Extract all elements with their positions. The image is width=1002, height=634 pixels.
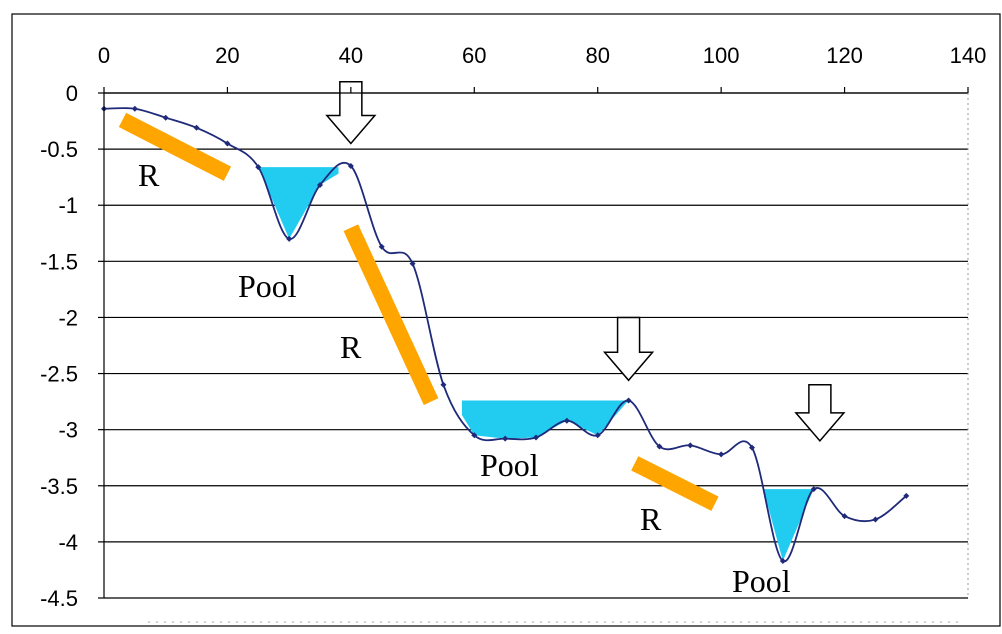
pool-label-1: Pool [238, 268, 297, 304]
y-tick-label: -4 [58, 530, 78, 555]
x-tick-label: 0 [98, 43, 110, 68]
data-point [563, 417, 570, 424]
data-point [810, 486, 817, 493]
y-tick-label: -3.5 [40, 474, 78, 499]
y-tick-label: -4.5 [40, 586, 78, 611]
x-tick-label: 140 [950, 43, 987, 68]
y-tick-label: -1.5 [40, 249, 78, 274]
data-point [749, 444, 755, 451]
pool-fill [764, 489, 814, 561]
down-arrow-icon [794, 384, 846, 443]
data-point [533, 434, 539, 441]
data-point [779, 557, 786, 564]
x-tick-label: 20 [215, 43, 239, 68]
data-point [471, 432, 478, 439]
riffle-label-2: R [340, 329, 362, 365]
data-point [255, 164, 262, 171]
data-point [872, 516, 879, 523]
data-point [841, 513, 848, 520]
data-point [656, 443, 663, 450]
y-tick-label: -2.5 [40, 362, 78, 387]
data-point [378, 243, 385, 250]
down-arrow-icon [325, 81, 377, 145]
riffle-bar [631, 456, 719, 511]
y-tick-label: -1 [58, 193, 78, 218]
axis-layer: 0 20 40 60 80 100 120 140 0 -0.5 -1 -1.5 -2 -2.5 -3 -3.… [11, 13, 1001, 627]
pool-fill [461, 400, 629, 439]
data-point [286, 235, 293, 242]
data-point [224, 140, 231, 147]
grid-layer [104, 92, 968, 599]
data-point [347, 162, 354, 169]
pool-layer [258, 167, 814, 561]
y-tick-label: 0 [66, 81, 78, 106]
x-tick-label: 40 [339, 43, 363, 68]
y-tick-label: -0.5 [40, 137, 78, 162]
x-tick-label: 100 [703, 43, 740, 68]
y-tick-label: -3 [58, 418, 78, 443]
line-layer [101, 105, 910, 564]
data-point [162, 114, 169, 121]
data-point [193, 124, 200, 131]
riffle-bar [343, 224, 439, 405]
pool-label-2: Pool [480, 447, 539, 483]
pool-label-3: Pool [732, 563, 791, 599]
data-point [409, 260, 416, 267]
label-layer: R R R Pool Pool Pool [138, 157, 791, 599]
arrow-layer [325, 81, 846, 443]
data-point [317, 182, 323, 189]
down-arrow-icon [602, 316, 655, 382]
y-tick-label: -2 [58, 305, 78, 330]
data-point [131, 105, 138, 112]
data-point [718, 451, 725, 458]
data-point [502, 435, 509, 442]
data-point [903, 492, 910, 499]
profile-line [103, 107, 907, 562]
data-point [440, 381, 447, 388]
x-tick-label: 120 [826, 43, 863, 68]
riffle-bar [118, 112, 232, 181]
data-point [687, 442, 694, 449]
riffle-label-1: R [138, 157, 160, 193]
riffle-layer [118, 112, 719, 511]
data-point [594, 432, 601, 439]
x-tick-label: 80 [585, 43, 609, 68]
riffle-label-3: R [640, 501, 662, 537]
x-tick-label: 60 [462, 43, 486, 68]
chart-frame [11, 13, 1001, 627]
data-point [625, 397, 632, 404]
